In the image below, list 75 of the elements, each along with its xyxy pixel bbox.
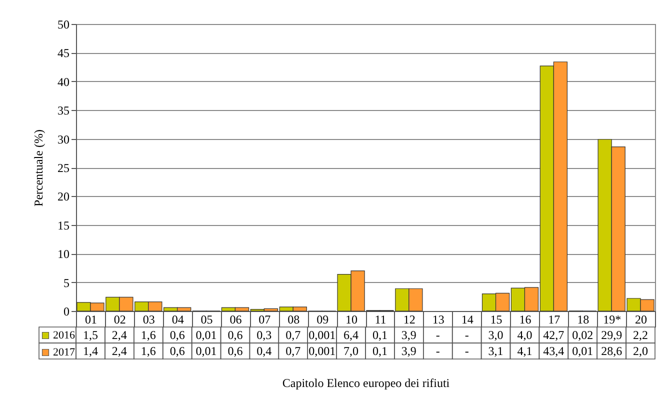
x-tick-label: 16 (519, 312, 532, 326)
data-label: 0,7 (286, 344, 301, 358)
text: - (464, 328, 469, 342)
x-tick-label: 12 (403, 312, 416, 326)
data-label: 3,9 (401, 328, 416, 342)
x-tick-label: 05 (200, 312, 213, 326)
data-label: 0,001 (308, 344, 336, 358)
text: - (464, 344, 469, 358)
data-label: 4,0 (517, 328, 532, 342)
y-tick-label: 20 (58, 190, 70, 204)
x-tick-label: 11 (374, 312, 386, 326)
text: - (436, 344, 440, 358)
data-label: 1,4 (82, 344, 98, 358)
data-label: 2,4 (112, 328, 127, 342)
data-label: 28,6 (601, 344, 622, 358)
x-tick-label: 03 (142, 312, 155, 326)
data-label: 0,3 (256, 328, 272, 342)
y-tick-label: 15 (58, 218, 70, 232)
x-axis-title: Capitolo Elenco europeo dei rifiuti (282, 376, 450, 390)
data-label: 0,01 (196, 328, 217, 342)
data-label: 0,001 (308, 328, 336, 342)
y-axis-title: Percentuale (%) (32, 130, 46, 206)
legend-label: 2017 (53, 346, 76, 358)
data-label: 3,1 (488, 344, 504, 358)
data-label: 42,7 (543, 328, 564, 342)
data-label: 0,7 (286, 328, 301, 342)
data-label: 1,5 (82, 328, 98, 342)
x-tick-label: 19* (603, 312, 622, 326)
legend-label: 2016 (53, 330, 76, 342)
text: - (436, 328, 440, 342)
x-tick-label: 17 (548, 312, 560, 326)
x-tick-label: 09 (316, 312, 329, 326)
y-tick-label: 30 (58, 132, 70, 146)
data-label: 0,6 (170, 328, 185, 342)
data-label: 0,1 (372, 344, 388, 358)
data-label: 2,0 (633, 344, 648, 358)
data-label: 4,1 (517, 344, 532, 358)
data-label: 2,4 (112, 344, 127, 358)
data-label: 2,2 (633, 328, 648, 342)
data-label: 1,6 (140, 328, 156, 342)
data-label: 0,1 (372, 328, 388, 342)
data-label: 3,9 (401, 344, 416, 358)
x-tick-label: 08 (288, 312, 300, 326)
y-tick-label: 5 (64, 276, 70, 290)
data-label: 43,4 (543, 344, 564, 358)
data-label: 7,0 (344, 344, 359, 358)
data-label: 3,0 (488, 328, 504, 342)
x-tick-label: 15 (490, 312, 502, 326)
x-tick-label: 07 (258, 312, 271, 326)
x-tick-label: 01 (84, 312, 97, 326)
data-label: 6,4 (344, 328, 359, 342)
data-label: 0,6 (228, 328, 243, 342)
x-tick-label: 18 (577, 312, 590, 326)
x-tick-label: 04 (172, 312, 184, 326)
y-tick-label: 25 (58, 161, 70, 175)
data-label: 0,02 (572, 328, 594, 342)
data-label: 1,6 (140, 344, 156, 358)
x-tick-label: 02 (114, 312, 126, 326)
y-tick-label: 35 (58, 104, 70, 118)
y-tick-label: 0 (64, 304, 70, 318)
data-label: 0,01 (196, 344, 217, 358)
x-tick-label: 14 (461, 312, 474, 326)
x-tick-label: 06 (230, 312, 242, 326)
data-label: 0,4 (256, 344, 272, 358)
y-tick-label: 10 (58, 247, 70, 262)
data-label: 0,01 (572, 344, 594, 358)
y-tick-label: 50 (58, 18, 70, 32)
data-label: 0,6 (228, 344, 243, 358)
x-tick-label: 13 (432, 312, 444, 326)
data-label: 0,6 (170, 344, 185, 358)
y-tick-label: 45 (58, 46, 70, 60)
x-tick-label: 10 (346, 312, 358, 326)
x-tick-label: 20 (635, 312, 648, 326)
y-tick-label: 40 (58, 74, 70, 89)
data-label: 29,9 (601, 328, 622, 342)
